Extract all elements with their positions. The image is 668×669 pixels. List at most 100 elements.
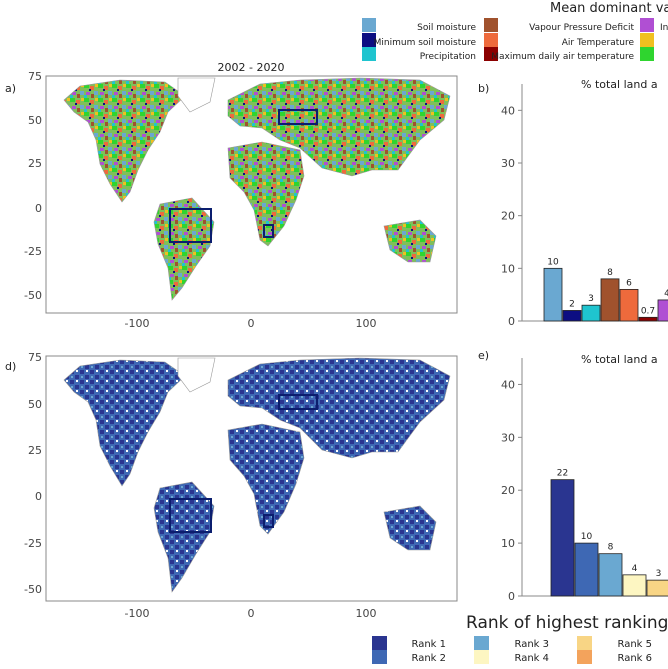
legend-label-precipitation: Precipitation: [420, 52, 476, 62]
map-d-europe-asia: [227, 357, 451, 459]
rank-legend-swatch-5: [577, 636, 592, 650]
rank-legend-swatch-3: [474, 636, 489, 650]
map-a-regions: [169, 109, 318, 243]
chart-b-ytick-label: 0: [508, 315, 515, 328]
map-panel-a: a) 2002 - 2020 75 50 25 0 -25 -50 -100 0: [5, 61, 458, 330]
map-a-x-ticks: -100 0 100: [125, 317, 377, 330]
map-d-regions: [169, 394, 318, 533]
legend-swatch-soil-moisture: [362, 18, 376, 32]
map-a-xtick: 0: [248, 317, 255, 330]
chart-b-value-label: 6: [626, 278, 632, 288]
chart-b-value-label: 0.7: [641, 306, 655, 316]
map-a-region-europe: [278, 109, 318, 125]
chart-e-bar: [622, 574, 647, 597]
map-d-ytick: 0: [35, 490, 42, 503]
chart-b-bar: [638, 316, 658, 322]
map-d-continents: [63, 357, 451, 593]
rank-legend-swatch-6: [577, 650, 592, 664]
map-d-xtick: 100: [356, 607, 377, 620]
legend-swatch-green: [640, 47, 654, 61]
chart-e-bar: [598, 553, 623, 597]
map-a-africa: [227, 141, 305, 247]
rank-legend-swatch-4: [474, 650, 489, 664]
map-a-region-amazon: [169, 208, 212, 243]
rank-legend-label-1: Rank 1: [411, 639, 446, 650]
legend-swatch-max-air-temp: [484, 47, 498, 61]
chart-e-value-label: 3: [656, 569, 662, 579]
rank-legend-swatch-1: [372, 636, 387, 650]
chart-e-value-labels: 22 10 8 4 3: [557, 469, 662, 579]
chart-b-value-label: 3: [588, 294, 594, 304]
legend-label-purple: In: [660, 23, 668, 33]
panel-e-label: e): [478, 349, 489, 362]
map-d-xtick: -100: [125, 607, 150, 620]
chart-b-value-label: 10: [547, 257, 559, 267]
map-d-ytick: 25: [28, 444, 42, 457]
chart-b-value-labels: 10 2 3 8 6 0.7 4: [547, 257, 668, 316]
legend-swatch-yellow: [640, 33, 654, 47]
legend-label-max-air-temp: Maximum daily air temperature: [491, 52, 634, 62]
map-a-ytick: 25: [28, 157, 42, 170]
map-d-north-america: [63, 359, 186, 487]
chart-b-bar: [562, 310, 582, 322]
map-a-xtick: -100: [125, 317, 150, 330]
chart-e-bars: [550, 479, 668, 597]
chart-e-ytick-label: 30: [501, 431, 515, 444]
panel-d-label: d): [5, 360, 16, 373]
rank-legend-label-5: Rank 5: [617, 639, 652, 650]
legend-swatch-air-temp: [484, 33, 498, 47]
map-d-australia: [383, 505, 437, 551]
map-a-y-ticks: 75 50 25 0 -25 -50: [24, 70, 42, 302]
chart-e-ytick-label: 20: [501, 484, 515, 497]
map-a-region-africa: [263, 224, 274, 238]
legend-label-min-soil-moisture: Minimum soil moisture: [374, 38, 477, 48]
chart-e-bar: [550, 479, 575, 597]
legend-swatch-precipitation: [362, 47, 376, 61]
map-a-ytick: -25: [24, 245, 42, 258]
map-d-region-europe: [278, 394, 318, 410]
chart-b-bar: [619, 288, 639, 322]
chart-b-ytick-label: 40: [501, 104, 515, 117]
chart-e-ytick-label: 0: [508, 590, 515, 603]
chart-e-bar: [646, 579, 668, 597]
chart-b-ytick-label: 20: [501, 210, 515, 223]
map-d-greenland: [177, 357, 216, 393]
legend-swatch-vpd: [484, 18, 498, 32]
chart-b-value-label: 8: [607, 268, 613, 278]
chart-b-bar: [657, 299, 668, 322]
bar-chart-e: e) % total land a 0 10 20 30 40 22 10 8 4 3: [478, 349, 668, 603]
bottom-legend: Rank of highest ranking w Rank 1 Rank 2 …: [372, 613, 668, 664]
chart-b-y-ticks: 0 10 20 30 40: [501, 104, 522, 328]
chart-e-ytick-label: 40: [501, 378, 515, 391]
legend-swatch-min-soil-moisture: [362, 33, 376, 47]
chart-b-value-label: 4: [664, 289, 668, 299]
map-a-greenland: [177, 77, 216, 113]
rank-legend-label-6: Rank 6: [617, 653, 652, 664]
map-a-xtick: 100: [356, 317, 377, 330]
chart-b-value-label: 2: [569, 299, 575, 309]
top-legend: Mean dominant vari Soil moisture Minimum…: [362, 1, 668, 62]
panel-a-label: a): [5, 82, 16, 95]
chart-e-bar: [574, 542, 599, 597]
bottom-legend-title: Rank of highest ranking w: [466, 613, 668, 633]
map-d-y-ticks: 75 50 25 0 -25 -50: [24, 351, 42, 596]
chart-b-bar: [600, 278, 620, 322]
chart-b-title: % total land a: [581, 78, 658, 91]
map-d-africa: [227, 423, 305, 535]
map-a-australia: [383, 219, 437, 263]
legend-label-soil-moisture: Soil moisture: [417, 23, 476, 33]
rank-legend-label-3: Rank 3: [514, 639, 549, 650]
map-a-north-america: [63, 79, 186, 203]
rank-legend-label-4: Rank 4: [514, 653, 549, 664]
map-a-europe-asia: [227, 77, 451, 177]
map-a-ytick: 0: [35, 202, 42, 215]
map-panel-d: d) 75 50 25 0 -25 -50 -100 0 100: [5, 351, 458, 620]
top-legend-title: Mean dominant vari: [550, 1, 668, 16]
map-d-ytick: 50: [28, 398, 42, 411]
map-period-title: 2002 - 2020: [218, 61, 285, 74]
map-a-ytick: 75: [28, 70, 42, 83]
map-d-region-amazon: [169, 498, 212, 533]
map-d-ytick: -50: [24, 583, 42, 596]
chart-b-bars: [543, 267, 668, 322]
chart-e-value-label: 22: [557, 469, 568, 479]
